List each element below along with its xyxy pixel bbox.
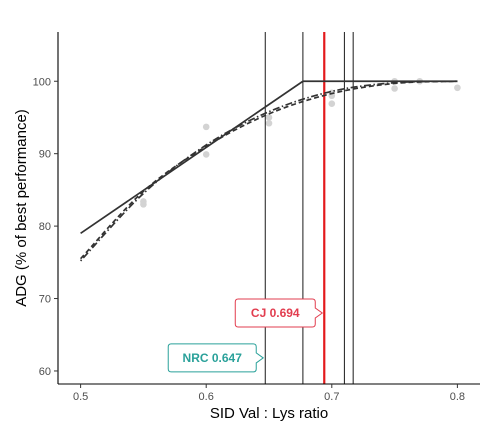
- data-point: [391, 85, 398, 92]
- axes: [57, 32, 480, 385]
- data-point: [265, 119, 273, 127]
- callouts: CJ 0.694 NRC 0.647: [167, 298, 324, 373]
- x-tick-label: 0.8: [450, 391, 465, 403]
- data-points: [140, 77, 461, 208]
- quadratic-fit: [79, 80, 458, 260]
- data-point: [454, 84, 461, 92]
- vertical-reference-lines: [264, 32, 354, 384]
- data-point: [265, 114, 273, 121]
- y-tick-label: 60: [39, 366, 51, 378]
- nrc-callout-label: NRC 0.647: [183, 351, 243, 365]
- nrc-callout: NRC 0.647: [167, 343, 265, 373]
- y-tick-label: 70: [39, 294, 51, 306]
- cj-callout-label: CJ 0.694: [251, 306, 300, 320]
- broken-line-fit: [80, 80, 458, 235]
- x-ticks: 0.5 0.6 0.7 0.8: [73, 384, 465, 403]
- plot-area: CJ 0.694 NRC 0.647: [79, 32, 461, 384]
- curvilinear-plateau-fit: [79, 80, 458, 262]
- nrc-callout-box: [167, 343, 265, 373]
- fitted-curves: [79, 80, 458, 262]
- cj-callout: CJ 0.694: [234, 298, 324, 328]
- y-axis-title: ADG (% of best performance): [13, 109, 30, 307]
- x-tick-label: 0.7: [324, 391, 339, 403]
- y-tick-label: 90: [39, 149, 51, 161]
- x-axis-title: SID Val : Lys ratio: [210, 405, 328, 422]
- y-ticks: 60 70 80 90 100: [33, 76, 58, 378]
- y-tick-label: 80: [39, 221, 51, 233]
- data-point: [202, 151, 210, 158]
- data-point: [328, 100, 336, 108]
- x-tick-label: 0.5: [73, 391, 88, 403]
- y-tick-label: 100: [33, 76, 51, 88]
- cj-callout-box: [234, 298, 324, 328]
- data-point: [140, 198, 147, 205]
- data-point: [202, 123, 210, 131]
- x-tick-label: 0.6: [199, 391, 214, 403]
